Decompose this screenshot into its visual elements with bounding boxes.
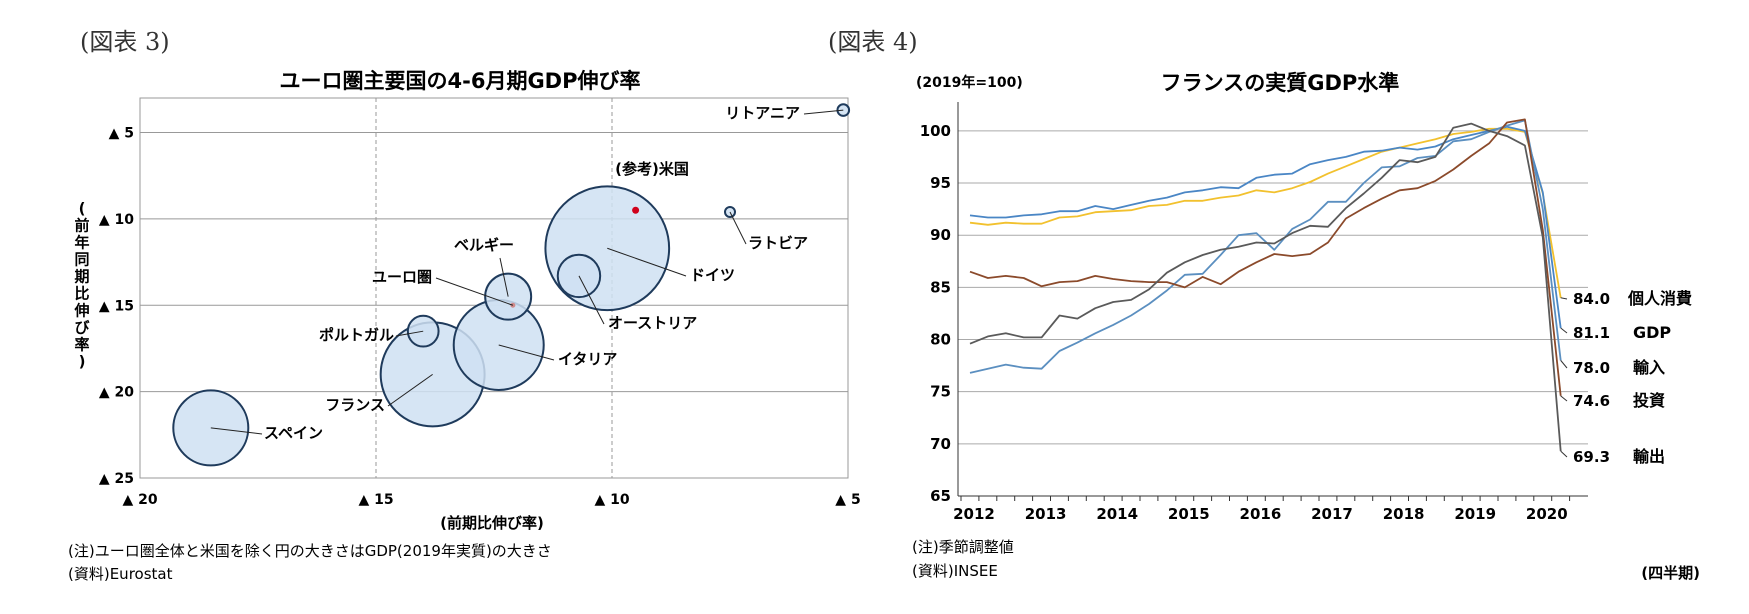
bubble-label: オーストリア xyxy=(608,314,697,332)
y-tick-label: 65 xyxy=(930,487,951,505)
bubble-chart: ユーロ圏主要国の4-6月期GDP伸び率 ▲ 5 ▲ 10 ▲ 15 ▲ 20 ▲ 25 ▲ … xyxy=(73,69,860,532)
end-value-label: 81.1 xyxy=(1573,324,1610,342)
end-leader-line xyxy=(1560,450,1568,458)
series-line xyxy=(969,122,1562,452)
bubble-label: ユーロ圏 xyxy=(372,268,432,286)
bubble-label: ベルギー xyxy=(454,236,514,254)
y-tick-label: ▲ 15 xyxy=(99,298,134,314)
bubble-label: ポルトガル xyxy=(319,326,394,344)
left-note: (注)ユーロ圏全体と米国を除く円の大きさはGDP(2019年実質)の大きさ xyxy=(68,542,552,560)
y-tick-label: 70 xyxy=(930,435,951,453)
y-tick-label: ▲ 10 xyxy=(99,212,134,228)
x-tick-label: ▲ 20 xyxy=(122,492,157,508)
series-name-label: 輸出 xyxy=(1633,447,1665,466)
bubble-label: ドイツ xyxy=(690,266,735,284)
x-tick-label: 2018 xyxy=(1383,505,1425,523)
chart-title: ユーロ圏主要国の4-6月期GDP伸び率 xyxy=(280,69,641,93)
end-value-label: 78.0 xyxy=(1573,359,1610,377)
x-tick-label: 2012 xyxy=(953,505,995,523)
leader-line xyxy=(498,344,555,361)
leader-line xyxy=(387,373,433,407)
end-value-label: 74.6 xyxy=(1573,392,1610,410)
plot-frame xyxy=(139,97,849,479)
series-name-label: GDP xyxy=(1633,323,1671,342)
end-leader-line xyxy=(1560,297,1568,300)
leader-line xyxy=(803,109,844,115)
y-tick-label: 90 xyxy=(930,226,951,244)
x-tick-label: 2015 xyxy=(1168,505,1210,523)
bubble-label: フランス xyxy=(325,396,385,414)
series-line xyxy=(969,127,1562,298)
chart-title: フランスの実質GDP水準 xyxy=(1161,71,1400,95)
y-tick-label: 75 xyxy=(930,383,951,401)
bubble-label: リトアニア xyxy=(725,104,800,122)
left-panel-tag: (図表 3) xyxy=(80,28,170,56)
right-note: (注)季節調整値 xyxy=(912,538,1014,556)
bubble-label: スペイン xyxy=(264,424,323,442)
leader-line xyxy=(499,257,509,297)
bubble-label: イタリア xyxy=(558,350,617,368)
x-axis-label: (前期比伸び率) xyxy=(440,514,544,532)
x-tick-label: ▲ 5 xyxy=(835,492,860,508)
x-tick-label: 2019 xyxy=(1454,505,1496,523)
series-name-label: 投資 xyxy=(1633,391,1665,410)
series-line xyxy=(969,119,1562,374)
leader-line xyxy=(210,427,263,435)
y-axis-label: (前年同期比伸び率) xyxy=(73,200,89,371)
y-tick-label: 80 xyxy=(930,331,951,349)
x-tick-label: ▲ 10 xyxy=(594,492,629,508)
end-value-label: 84.0 xyxy=(1573,290,1610,308)
series-line xyxy=(969,125,1562,329)
y-tick-label: ▲ 5 xyxy=(109,126,134,142)
series-name-label: 輸入 xyxy=(1633,358,1665,377)
end-leader-line xyxy=(1560,327,1568,334)
x-tick-label: 2016 xyxy=(1240,505,1282,523)
leader-line xyxy=(578,275,605,325)
leader-line xyxy=(395,330,424,337)
x-tick-label: 2014 xyxy=(1096,505,1138,523)
y-tick-label: 95 xyxy=(930,174,951,192)
leader-line xyxy=(607,247,687,277)
x-tick-label: ▲ 15 xyxy=(358,492,393,508)
x-tick-label: 2020 xyxy=(1526,505,1568,523)
bubble-label: (参考)米国 xyxy=(615,160,689,178)
leader-line xyxy=(435,277,514,306)
end-leader-line xyxy=(1560,395,1568,402)
leader-line xyxy=(729,211,747,245)
y-tick-label: 85 xyxy=(930,278,951,296)
y-tick-label: 100 xyxy=(920,122,951,140)
right-panel-tag: (図表 4) xyxy=(828,28,918,56)
right-source: (資料)INSEE xyxy=(912,562,998,580)
bubble-label: ラトビア xyxy=(748,234,808,252)
left-source: (資料)Eurostat xyxy=(68,565,173,583)
series-name-label: 個人消費 xyxy=(1627,289,1692,308)
x-unit-label: (四半期) xyxy=(1641,564,1700,582)
end-value-label: 69.3 xyxy=(1573,448,1610,466)
x-tick-label: 2017 xyxy=(1311,505,1353,523)
series-line xyxy=(969,118,1562,396)
y-unit-label: (2019年=100) xyxy=(916,74,1023,91)
y-tick-label: ▲ 20 xyxy=(99,385,134,401)
x-tick-label: 2013 xyxy=(1025,505,1067,523)
y-tick-label: ▲ 25 xyxy=(99,471,134,487)
end-leader-line xyxy=(1560,360,1568,369)
us-data-point xyxy=(632,206,640,214)
